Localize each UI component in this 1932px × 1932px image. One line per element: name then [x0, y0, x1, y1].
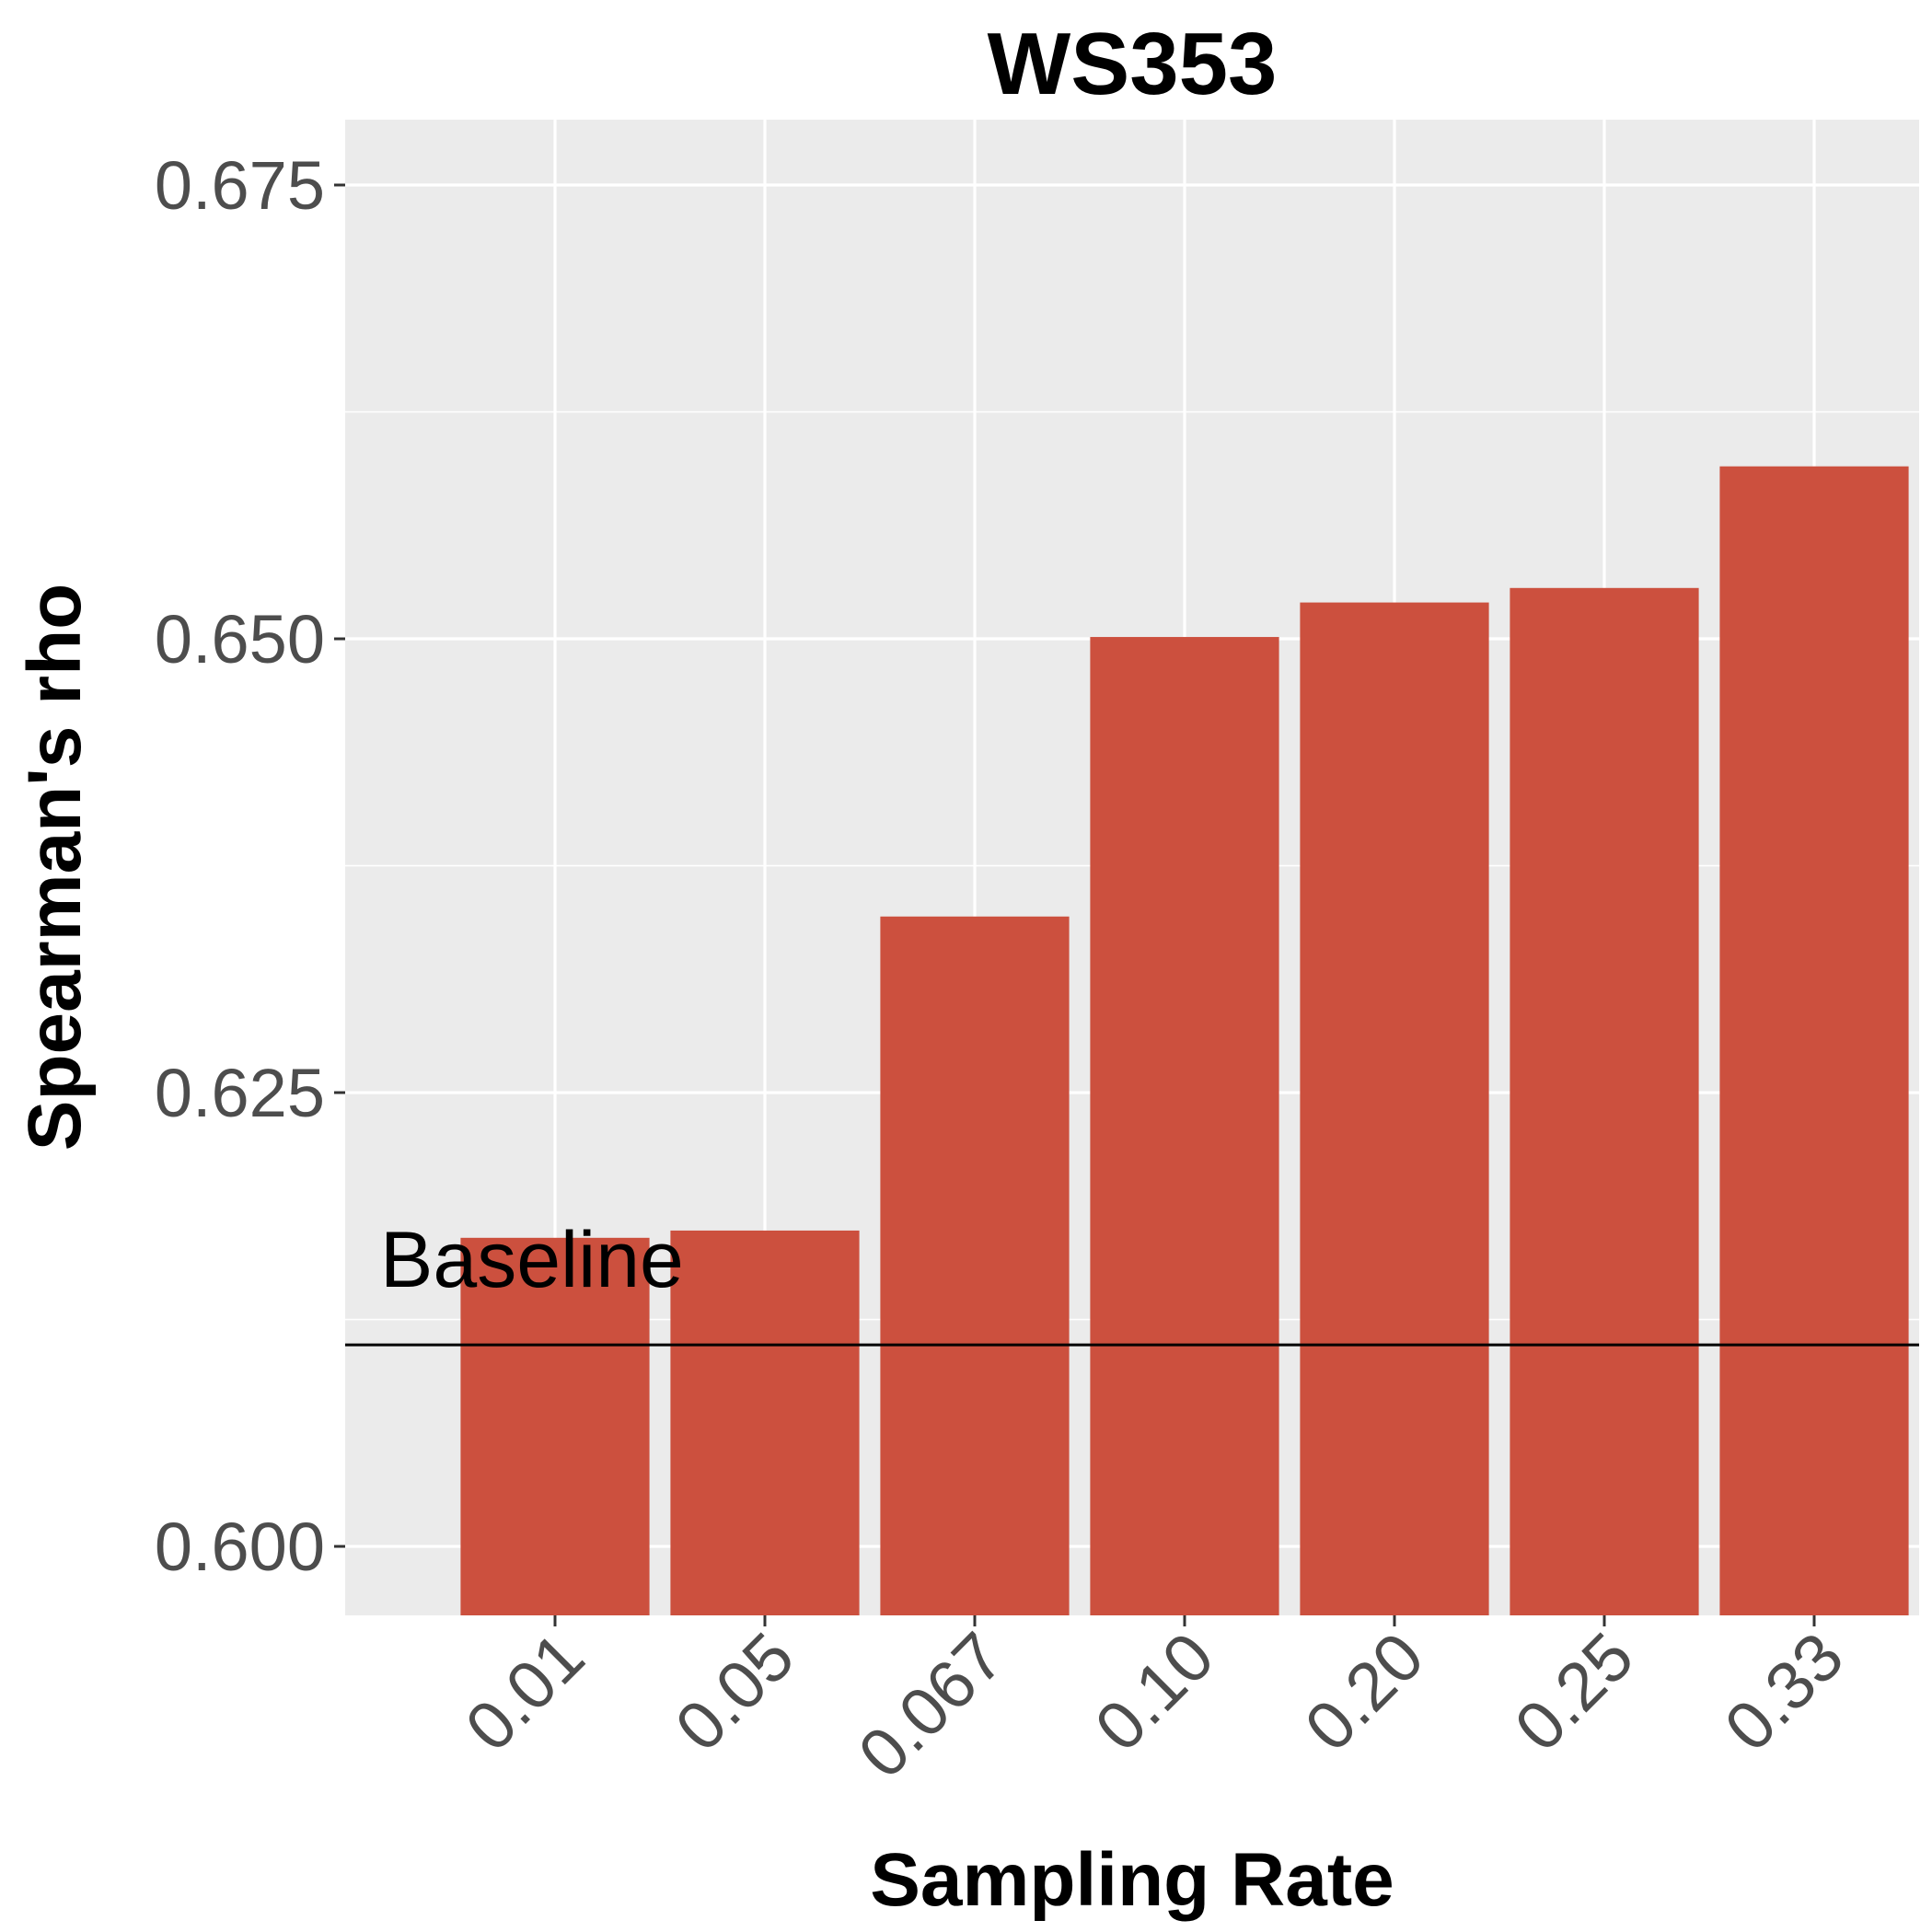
y-axis-title: Spearman's rho [13, 584, 97, 1151]
bar-0.20 [1300, 602, 1489, 1616]
x-axis-title: Sampling Rate [870, 1838, 1394, 1922]
x-tick-label: 0.20 [1290, 1618, 1439, 1766]
x-axis: 0.01 0.05 0.067 0.10 0.20 0.25 0.33 [451, 1615, 1858, 1793]
baseline-label: Baseline [380, 1216, 684, 1304]
x-tick-label: 0.01 [451, 1618, 599, 1766]
bars [460, 466, 1909, 1616]
y-tick-label: 0.600 [155, 1509, 325, 1585]
x-tick-label: 0.10 [1081, 1618, 1229, 1766]
bar-0.05 [670, 1230, 860, 1615]
x-tick-label: 0.05 [661, 1618, 809, 1766]
bar-0.33 [1719, 466, 1909, 1615]
y-tick-label: 0.650 [155, 601, 325, 677]
x-tick-label: 0.33 [1710, 1618, 1858, 1766]
bar-0.10 [1090, 637, 1279, 1615]
y-tick-label: 0.625 [155, 1055, 325, 1131]
x-tick-label: 0.25 [1500, 1618, 1649, 1766]
y-tick-label: 0.675 [155, 147, 325, 224]
y-axis: 0.600 0.625 0.650 0.675 [155, 147, 345, 1585]
bar-0.067 [880, 916, 1070, 1615]
bar-0.25 [1510, 587, 1699, 1615]
chart-title: WS353 [988, 15, 1278, 113]
x-tick-label: 0.067 [844, 1618, 1019, 1793]
bar-0.01 [460, 1237, 650, 1615]
